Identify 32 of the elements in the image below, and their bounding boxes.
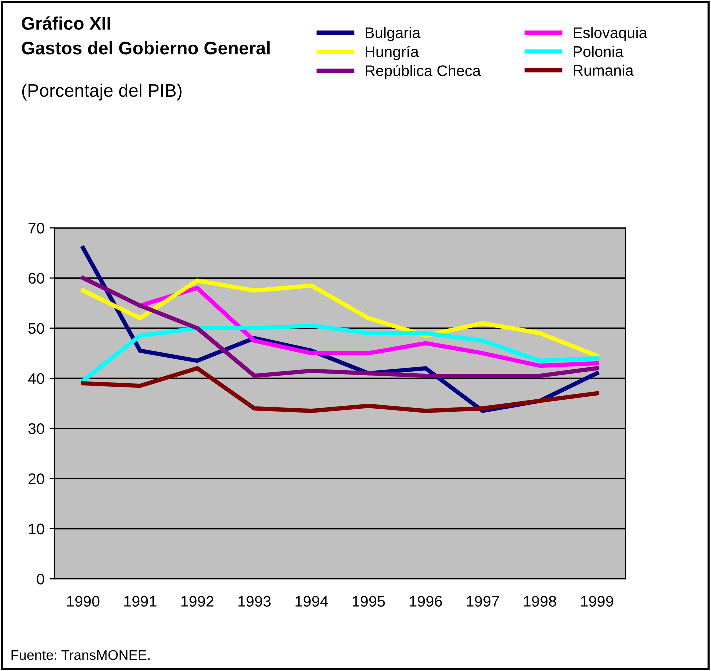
legend-label: Polonia — [574, 46, 624, 58]
line-series — [138, 286, 600, 368]
line-series — [81, 278, 600, 358]
chart-subtitle: (Porcentaje del PIB) — [22, 84, 182, 101]
y-tick-label: 30 — [28, 424, 44, 434]
x-tick-label: 1993 — [238, 596, 271, 607]
legend-label: Bulgaria — [366, 27, 421, 42]
y-tick-label: 20 — [28, 474, 44, 484]
y-tick-label: 40 — [28, 373, 44, 384]
source-note: Fuente: TransMONEE. — [12, 650, 150, 660]
x-tick-label: 1996 — [410, 596, 442, 607]
y-tick-label: 10 — [29, 524, 44, 535]
x-tick-label: 1994 — [296, 596, 328, 607]
y-tick-label: 0 — [37, 574, 44, 585]
x-tick-label: 1997 — [467, 596, 500, 607]
line-series — [81, 324, 600, 384]
x-tick-label: 1998 — [524, 596, 556, 607]
legend-label: Rumania — [574, 64, 634, 76]
chart-title: Gráfico XII Gastos del Gobierno General — [22, 16, 270, 55]
line-series — [81, 276, 600, 378]
y-tick-label: 70 — [28, 223, 44, 234]
x-tick-label: 1990 — [67, 596, 100, 607]
legend-label: República Checa — [366, 65, 482, 80]
x-tick-label: 1995 — [352, 596, 386, 607]
x-tick-label: 1992 — [182, 596, 214, 607]
line-series — [81, 366, 600, 414]
x-tick-label: 1999 — [581, 596, 614, 607]
x-tick-label: 1991 — [124, 596, 157, 607]
legend-label: Hungría — [366, 46, 420, 60]
y-tick-label: 50 — [28, 323, 44, 334]
y-tick-label: 60 — [28, 273, 44, 284]
legend-label: Eslovaquia — [574, 27, 648, 42]
